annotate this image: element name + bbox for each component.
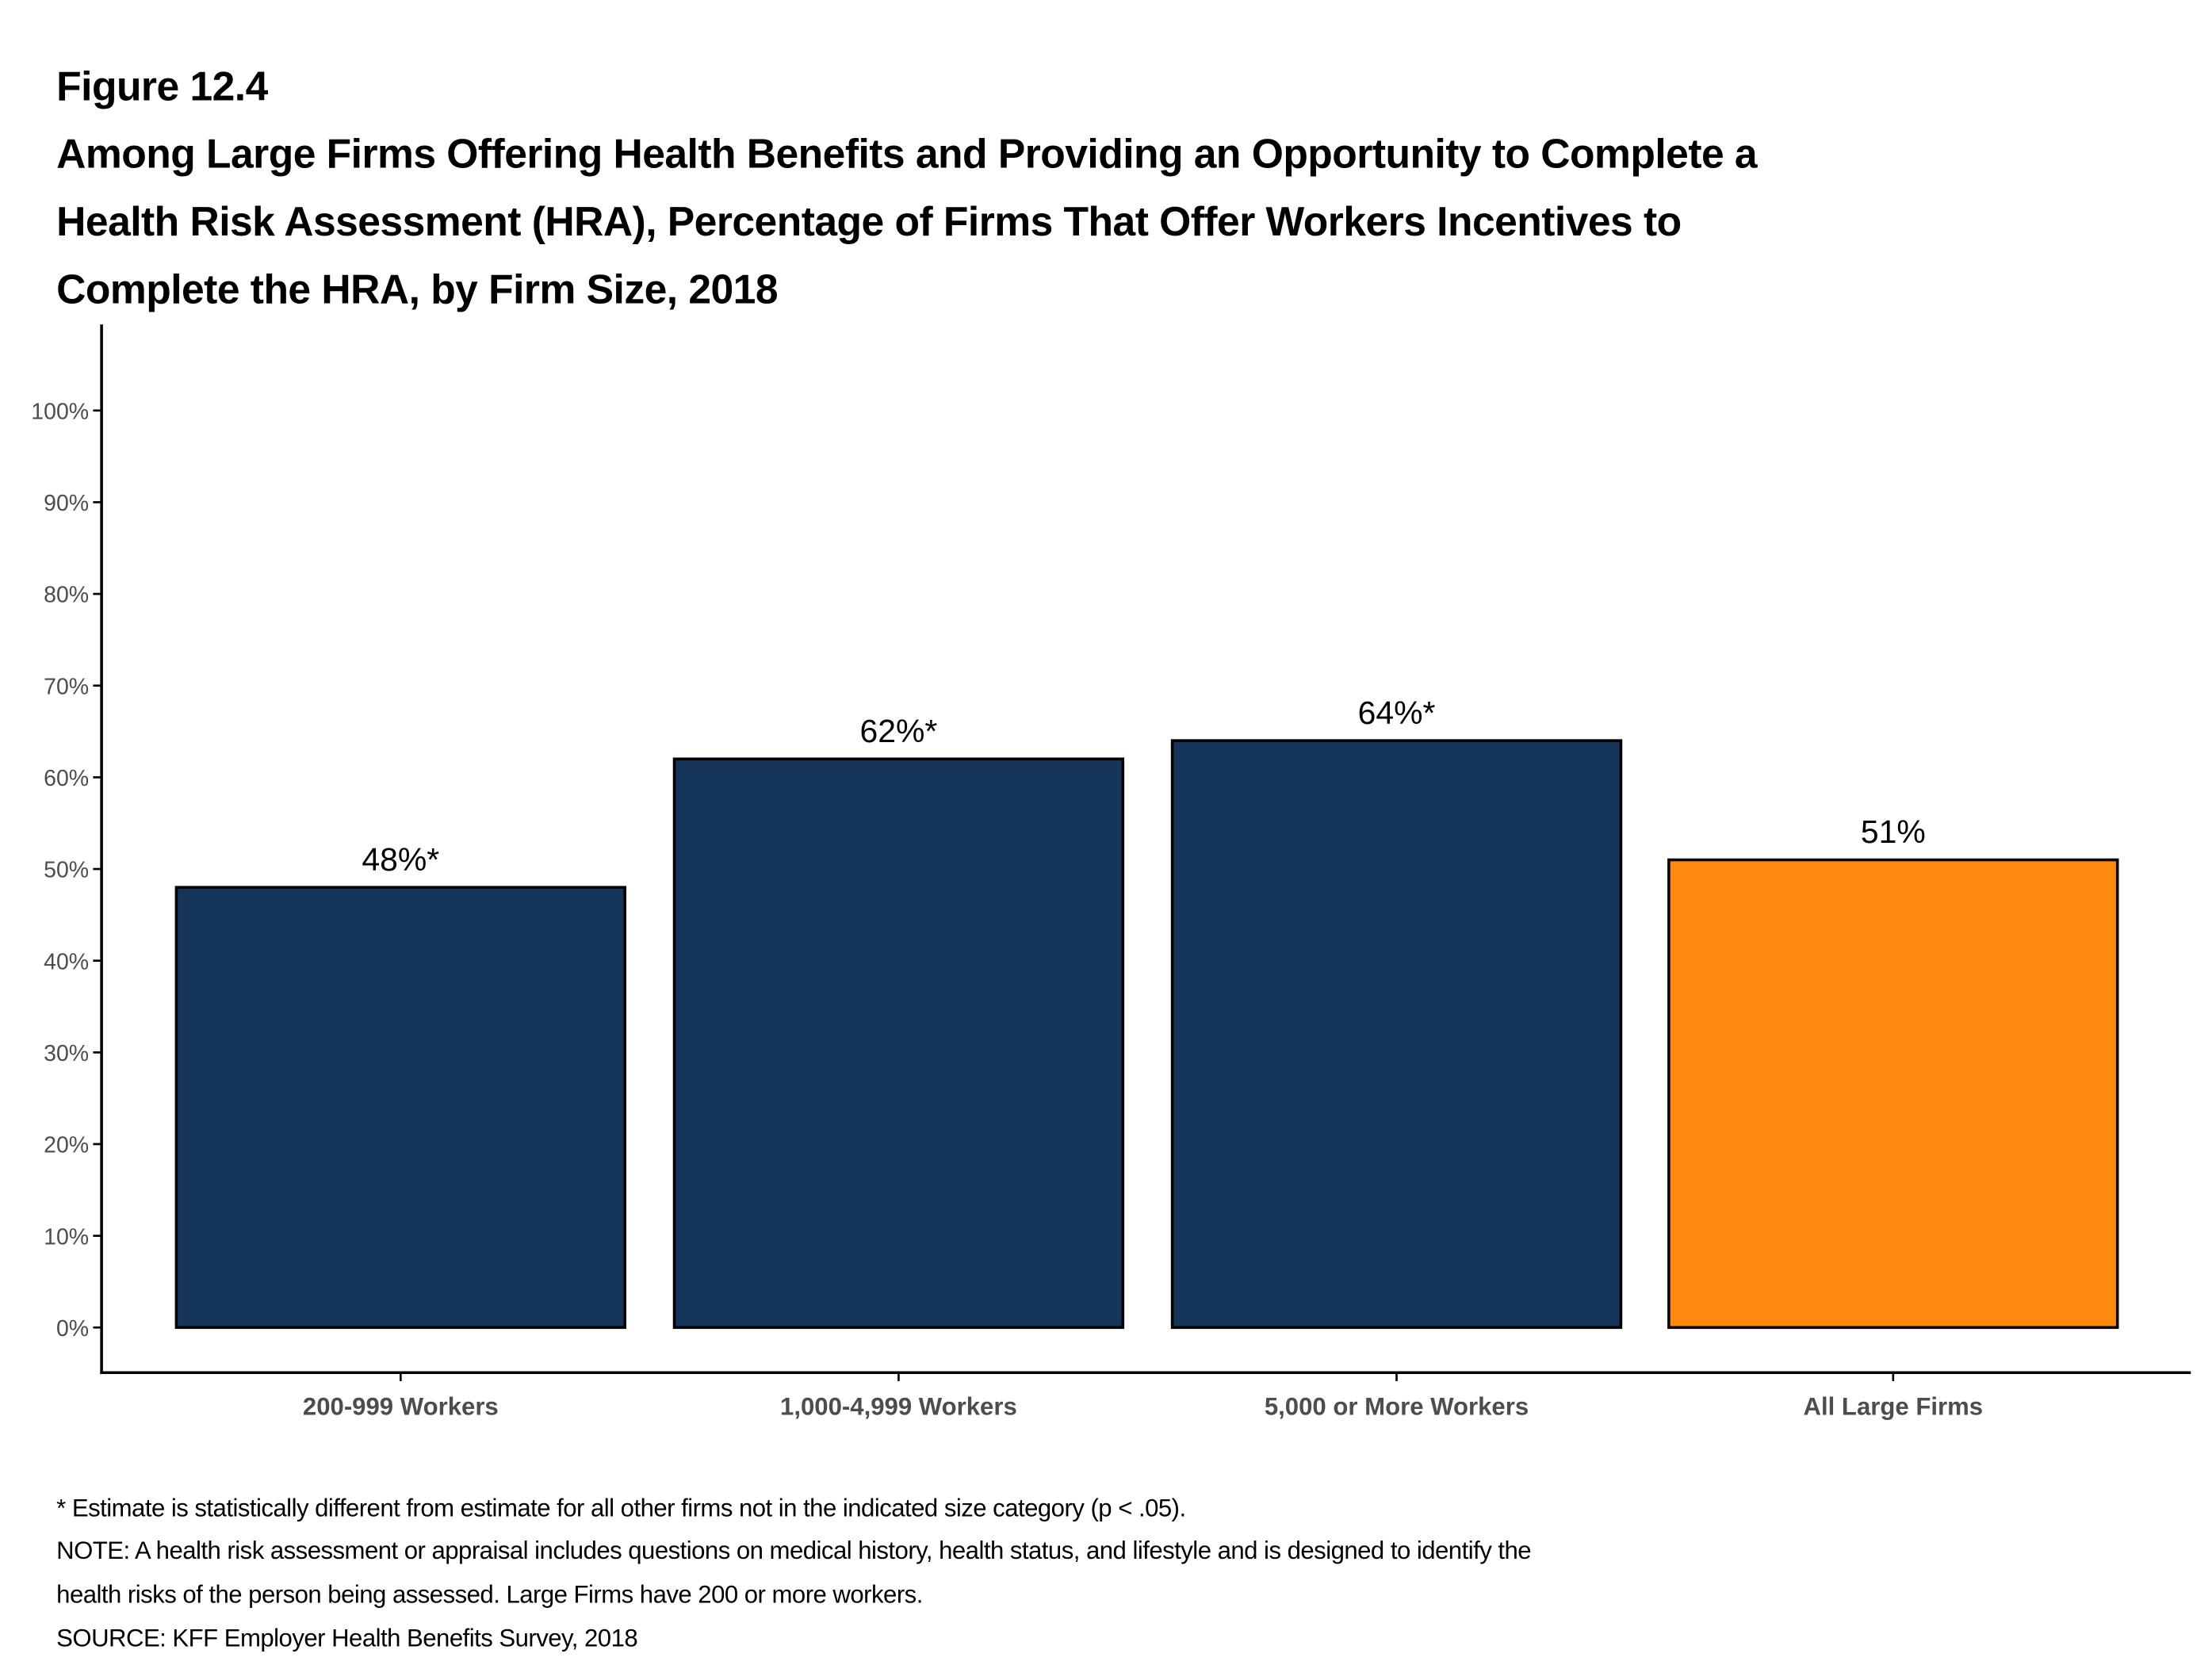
x-tick-label: 200-999 Workers [303, 1393, 499, 1421]
x-tick-label: All Large Firms [1804, 1393, 1984, 1421]
footnote-note-line-2: health risks of the person being assesse… [56, 1579, 923, 1609]
data-label: 48%* [362, 841, 439, 878]
y-tick-label: 10% [44, 1224, 89, 1250]
y-tick-label: 50% [44, 858, 89, 883]
bar-chart: 0% 10% 20% 30% 40% 50% 60% 70% 80% 90% 100% 48%* 200… [31, 324, 2191, 1421]
y-tick-label: 0% [56, 1316, 89, 1342]
footnote-significance: * Estimate is statistically different fr… [56, 1494, 1186, 1522]
data-label: 51% [1861, 813, 1926, 850]
y-tick-label: 60% [44, 766, 89, 791]
bar-1 [174, 886, 627, 1330]
x-tick-label: 1,000-4,999 Workers [780, 1393, 1017, 1421]
y-tick-label: 70% [44, 674, 89, 699]
figure-label: Figure 12.4 [56, 64, 268, 110]
chart-title-line-2: Health Risk Assessment (HRA), Percentage… [56, 200, 1682, 246]
footnote-note-line-1: NOTE: A health risk assessment or apprai… [56, 1536, 1532, 1565]
y-tick-label: 20% [44, 1133, 89, 1158]
chart-title-line-3: Complete the HRA, by Firm Size, 2018 [56, 268, 779, 314]
y-tick-label: 40% [44, 949, 89, 974]
y-tick-label: 90% [44, 491, 89, 516]
footnote-source: SOURCE: KFF Employer Health Benefits Sur… [56, 1623, 638, 1652]
x-tick-label: 5,000 or More Workers [1265, 1393, 1529, 1421]
data-label: 62%* [860, 713, 938, 749]
data-label: 64%* [1358, 695, 1436, 731]
y-tick-label: 30% [44, 1041, 89, 1066]
y-tick-label: 80% [44, 583, 89, 608]
bar-2 [672, 757, 1125, 1330]
bar-4 [1667, 858, 2119, 1330]
chart-title-line-1: Among Large Firms Offering Health Benefi… [56, 132, 1758, 178]
y-tick-label: 100% [31, 399, 89, 424]
bar-3 [1170, 739, 1623, 1330]
